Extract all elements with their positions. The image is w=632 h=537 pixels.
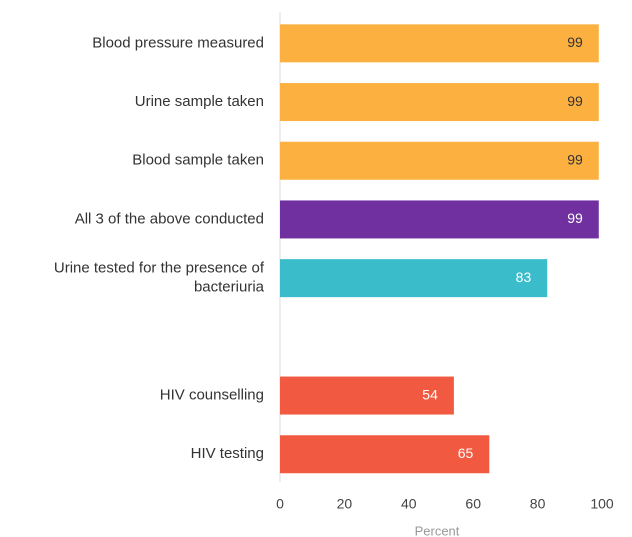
y-tick-label: All 3 of the above conducted — [75, 210, 264, 227]
bar — [280, 200, 599, 239]
bar — [280, 435, 490, 474]
value-label: 54 — [422, 386, 438, 402]
bar — [280, 259, 548, 298]
y-tick-label: Urine sample taken — [135, 93, 264, 110]
y-tick-label: HIV testing — [191, 445, 264, 462]
bar — [280, 83, 599, 122]
bar — [280, 376, 454, 415]
x-tick-label: 40 — [401, 496, 417, 512]
value-label: 65 — [458, 445, 474, 461]
x-tick-label: 20 — [337, 496, 353, 512]
value-label: 99 — [567, 151, 583, 167]
x-tick-label: 60 — [465, 496, 481, 512]
value-label: 99 — [567, 34, 583, 50]
bar — [280, 24, 599, 63]
x-tick-label: 80 — [530, 496, 546, 512]
value-label: 99 — [567, 210, 583, 226]
y-tick-label: Urine tested for the presence of bacteriu… — [54, 260, 265, 296]
x-tick-label: 0 — [276, 496, 284, 512]
y-tick-label: Blood pressure measured — [92, 34, 264, 51]
y-tick-label: Blood sample taken — [132, 152, 264, 169]
value-label: 83 — [516, 269, 532, 285]
x-axis-label: Percent — [415, 523, 460, 537]
x-tick-label: 100 — [590, 496, 614, 512]
bar — [280, 141, 599, 180]
y-tick-label: HIV counselling — [160, 387, 264, 404]
value-label: 99 — [567, 93, 583, 109]
